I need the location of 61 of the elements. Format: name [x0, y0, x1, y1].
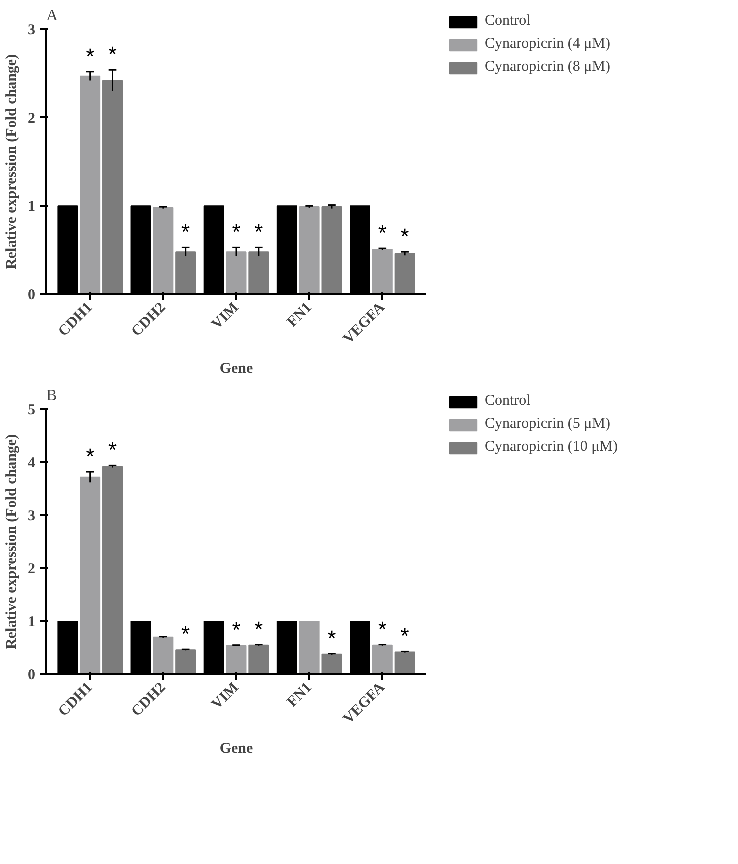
data-label: * [254, 616, 264, 642]
legend-label: Control [485, 13, 531, 30]
bar [153, 636, 174, 674]
y-tick-label: 5 [28, 402, 36, 418]
data-label: * [86, 44, 96, 69]
legend-label: Cynaropicrin (4 μM) [485, 36, 611, 54]
data-label: * [378, 616, 388, 642]
chart-title: B [46, 388, 58, 404]
x-axis-title: Gene [220, 361, 254, 378]
bar [226, 645, 247, 674]
data-label: * [400, 224, 410, 250]
data-label: * [378, 220, 388, 246]
bar [176, 252, 196, 294]
y-tick-label: 3 [28, 508, 36, 524]
data-label: * [182, 220, 191, 245]
bar [322, 206, 342, 294]
legend-label: Cynaropicrin (8 μM) [485, 59, 611, 76]
x-tick-label: FN1 [284, 300, 316, 331]
bar [248, 252, 270, 294]
data-label: * [108, 42, 118, 68]
data-label: * [182, 622, 191, 647]
data-label: * [400, 624, 410, 649]
bar [153, 207, 174, 294]
bar [80, 76, 101, 294]
data-label: * [232, 617, 242, 642]
bar [102, 466, 123, 674]
bar [394, 652, 416, 674]
y-tick-label: 2 [28, 110, 36, 127]
y-tick-label: 2 [28, 562, 36, 578]
bar [176, 650, 196, 674]
y-tick-label: 4 [28, 456, 36, 472]
bar [322, 654, 342, 674]
y-axis-title: Relative expression (Fold change) [4, 434, 20, 650]
y-tick-label: 1 [28, 199, 36, 216]
y-axis-title: Relative expression (Fold change) [4, 54, 20, 270]
chart-title: A [46, 8, 58, 24]
bar [299, 621, 320, 674]
data-label: * [254, 220, 264, 245]
bar [226, 252, 247, 294]
bar [372, 644, 393, 674]
data-label: * [108, 438, 118, 463]
bar [102, 80, 123, 294]
x-tick-label: VIM [209, 680, 242, 713]
bar [299, 206, 320, 294]
x-tick-label: FN1 [284, 680, 316, 711]
y-tick-label: 3 [28, 22, 36, 38]
y-tick-label: 0 [28, 288, 36, 304]
data-label: * [86, 444, 96, 470]
y-tick-label: 0 [28, 668, 36, 684]
x-axis-title: Gene [220, 741, 254, 758]
data-label: * [328, 626, 337, 651]
legend-label: Control [485, 393, 531, 410]
bar [394, 253, 416, 294]
y-tick-label: 1 [28, 614, 36, 630]
bar [248, 644, 270, 674]
bar [80, 476, 101, 674]
legend-label: Cynaropicrin (10 μM) [485, 439, 618, 456]
bar [372, 248, 393, 294]
data-label: * [232, 220, 242, 245]
x-tick-label: VIM [209, 300, 242, 333]
legend-label: Cynaropicrin (5 μM) [485, 416, 611, 434]
